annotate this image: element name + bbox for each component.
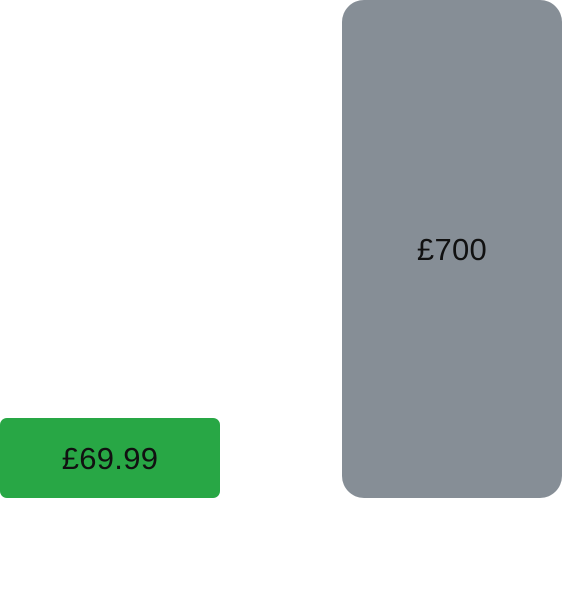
price-option-basic[interactable]: £69.99 — [0, 418, 220, 498]
price-option-premium[interactable]: £700 — [342, 0, 562, 498]
price-label-basic: £69.99 — [61, 440, 159, 476]
price-label-premium: £700 — [416, 231, 488, 267]
